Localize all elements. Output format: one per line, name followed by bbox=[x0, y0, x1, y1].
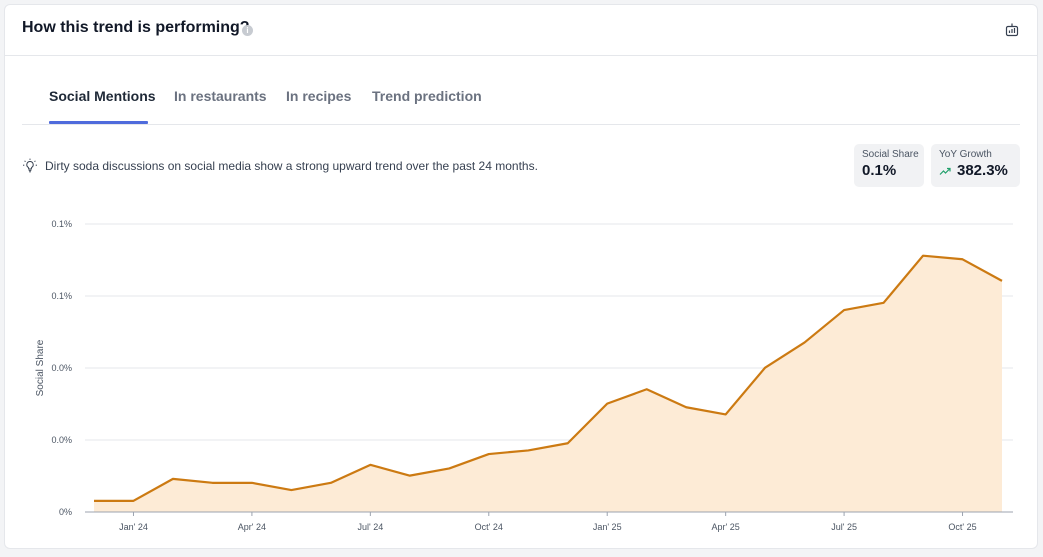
chart-export-icon[interactable] bbox=[1005, 23, 1019, 37]
tab-in-recipes[interactable]: In recipes bbox=[286, 88, 352, 104]
y-tick-label: 0% bbox=[59, 507, 72, 517]
y-tick-label: 0.0% bbox=[51, 435, 72, 445]
social-share-stat: Social Share 0.1% bbox=[854, 144, 924, 187]
x-tick-label: Apr' 25 bbox=[712, 522, 740, 532]
x-tick-label: Jul' 25 bbox=[831, 522, 857, 532]
tab-social-mentions[interactable]: Social Mentions bbox=[49, 88, 156, 104]
x-tick-label: Jan' 24 bbox=[119, 522, 148, 532]
y-tick-label: 0.1% bbox=[51, 219, 72, 229]
social-share-value: 0.1% bbox=[862, 162, 897, 179]
info-icon[interactable]: i bbox=[242, 25, 253, 36]
x-tick-label: Apr' 24 bbox=[238, 522, 266, 532]
insight-text: Dirty soda discussions on social media s… bbox=[45, 159, 538, 173]
social-share-chart: 0% 0.0% 0.0% 0.1% 0.1% Jan' 24 Apr' 24 Jul' 24 O… bbox=[35, 219, 1013, 532]
y-axis-title: Social Share bbox=[35, 339, 46, 396]
tab-bar: Social Mentions In restaurants In recipe… bbox=[22, 55, 1020, 125]
social-share-label: Social Share bbox=[862, 149, 919, 160]
series-line bbox=[94, 254, 1003, 502]
yoy-growth-stat: YoY Growth 382.3% bbox=[931, 144, 1020, 187]
tab-in-restaurants[interactable]: In restaurants bbox=[174, 88, 267, 104]
x-tick-label: Oct' 24 bbox=[475, 522, 503, 532]
y-tick-label: 0.1% bbox=[51, 291, 72, 301]
series-area bbox=[94, 255, 1002, 512]
card-header: How this trend is performing? i bbox=[5, 5, 1037, 56]
x-tick-label: Jul' 24 bbox=[357, 522, 383, 532]
y-tick-label: 0.0% bbox=[51, 363, 72, 373]
yoy-growth-row: 382.3% bbox=[939, 162, 1012, 179]
card-title: How this trend is performing? bbox=[22, 19, 250, 36]
insight-row: Dirty soda discussions on social media s… bbox=[22, 156, 538, 176]
x-tick-label: Oct' 25 bbox=[948, 522, 976, 532]
trend-performance-card: How this trend is performing? i Social M… bbox=[4, 4, 1038, 549]
tab-trend-prediction[interactable]: Trend prediction bbox=[372, 88, 482, 104]
yoy-growth-value: 382.3% bbox=[957, 162, 1008, 179]
lightbulb-icon bbox=[23, 158, 37, 173]
yoy-growth-label: YoY Growth bbox=[939, 149, 992, 160]
x-tick-label: Jan' 25 bbox=[593, 522, 622, 532]
trend-up-icon bbox=[939, 167, 951, 175]
active-tab-indicator bbox=[49, 121, 148, 124]
